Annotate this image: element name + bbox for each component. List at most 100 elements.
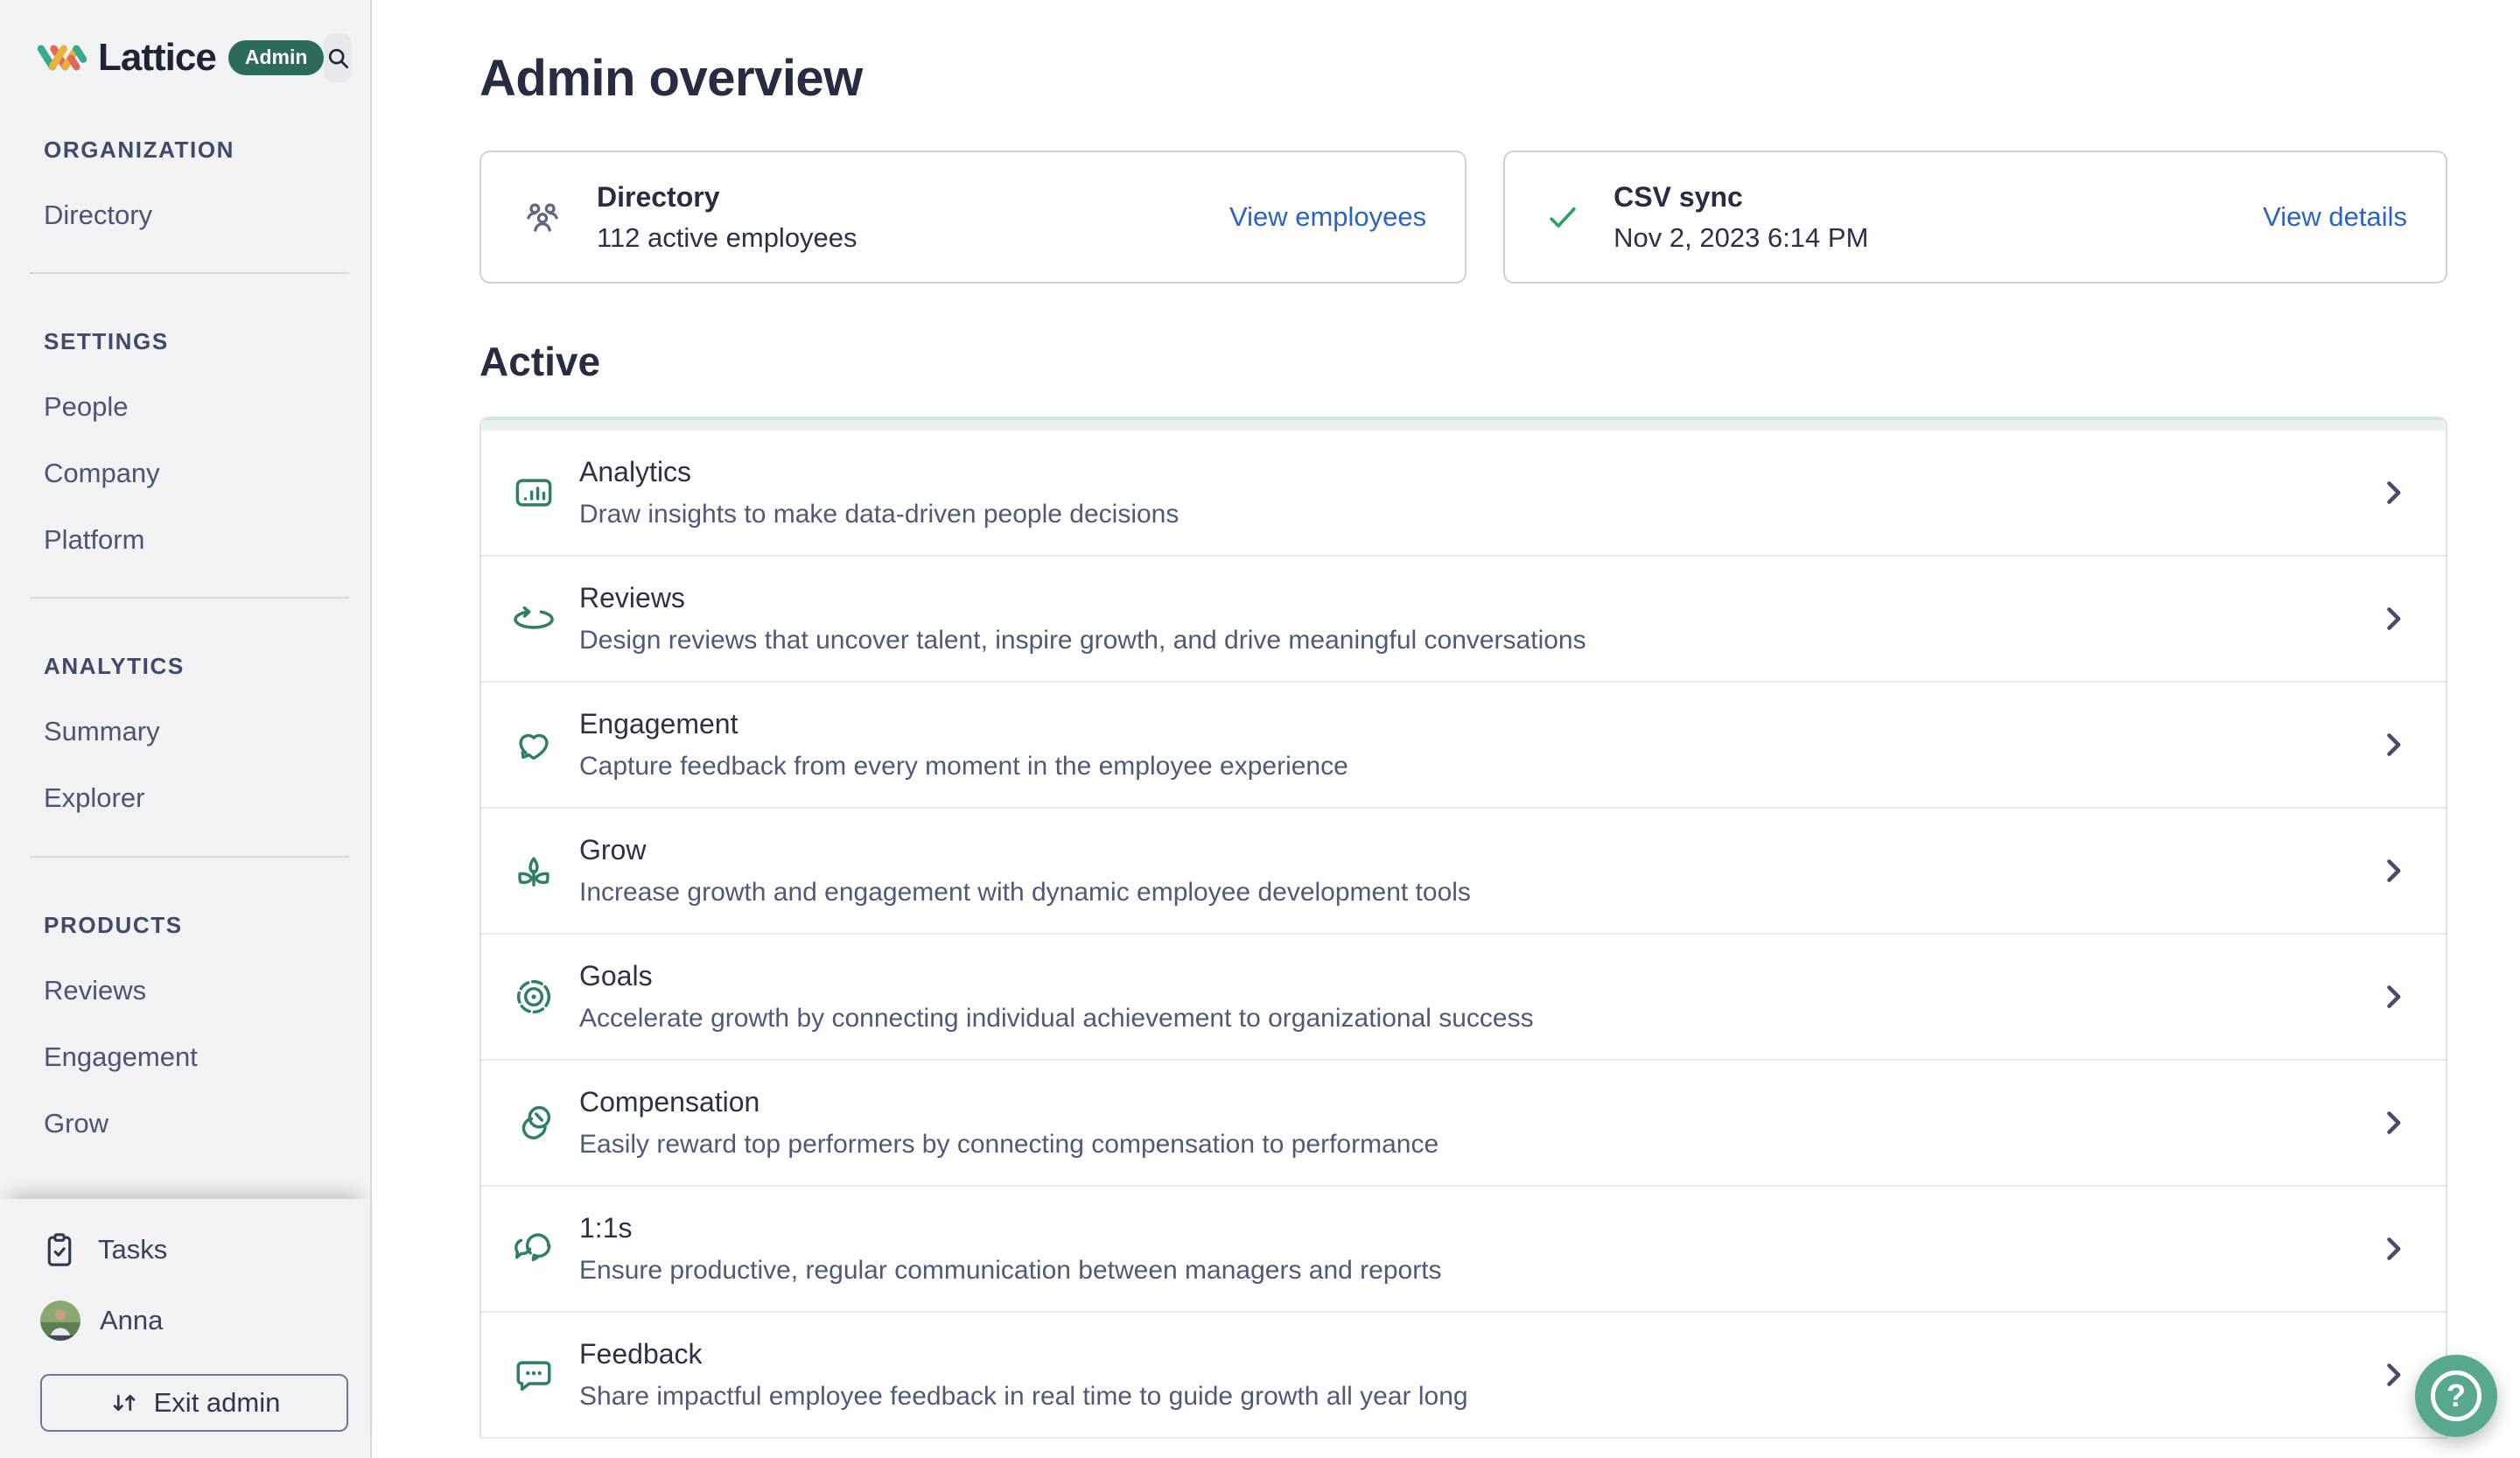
nav-header-analytics: ANALYTICS [44, 653, 185, 680]
sidebar-divider [30, 597, 349, 599]
nav-header-organization: ORGANIZATION [44, 137, 235, 163]
chat-bubbles-icon [511, 1226, 556, 1272]
chevron-right-icon [2376, 1231, 2411, 1266]
list-item-reviews[interactable]: Reviews Design reviews that uncover tale… [481, 557, 2446, 683]
list-accent-strip [481, 418, 2446, 431]
product-name: Analytics [579, 456, 692, 487]
sidebar-item-explorer[interactable]: Explorer [44, 782, 145, 814]
coins-icon [511, 1100, 556, 1146]
directory-card: Directory 112 active employees View empl… [480, 151, 1467, 284]
csv-card-text: CSV sync Nov 2, 2023 6:14 PM [1614, 181, 1868, 254]
sidebar-item-summary[interactable]: Summary [44, 716, 160, 747]
help-button[interactable]: ? [2415, 1355, 2497, 1437]
list-item-text: Engagement Capture feedback from every m… [579, 708, 1348, 782]
product-description: Accelerate growth by connecting individu… [579, 1004, 1534, 1033]
tasks-label: Tasks [98, 1234, 168, 1265]
search-button[interactable] [324, 33, 353, 82]
list-item-analytics[interactable]: Analytics Draw insights to make data-dri… [481, 431, 2446, 557]
active-products-list: Analytics Draw insights to make data-dri… [480, 417, 2447, 1439]
chevron-right-icon [2376, 979, 2411, 1014]
brand-name: Lattice [98, 36, 217, 79]
list-item-compensation[interactable]: Compensation Easily reward top performer… [481, 1061, 2446, 1187]
chevron-right-icon [2376, 853, 2411, 888]
sidebar-header: Lattice Admin [0, 0, 370, 82]
list-item-text: Analytics Draw insights to make data-dri… [579, 456, 1179, 529]
chevron-right-icon [2376, 475, 2411, 510]
csv-card-subtitle: Nov 2, 2023 6:14 PM [1614, 221, 1869, 253]
sidebar-item-engagement[interactable]: Engagement [44, 1041, 198, 1072]
page-title: Admin overview [480, 50, 863, 107]
clipboard-check-icon [40, 1230, 79, 1269]
heart-arrow-icon [511, 722, 556, 768]
product-name: Goals [579, 960, 653, 992]
product-description: Design reviews that uncover talent, insp… [579, 626, 1586, 655]
list-item-text: Compensation Easily reward top performer… [579, 1086, 1438, 1160]
comment-dots-icon [511, 1352, 556, 1398]
product-description: Share impactful employee feedback in rea… [579, 1382, 1468, 1411]
list-item-text: 1:1s Ensure productive, regular communic… [579, 1212, 1442, 1286]
chevron-right-icon [2376, 601, 2411, 636]
product-name: Grow [579, 834, 647, 866]
list-item-goals[interactable]: Goals Accelerate growth by connecting in… [481, 935, 2446, 1061]
search-icon [324, 44, 352, 72]
product-description: Capture feedback from every moment in th… [579, 752, 1348, 781]
cycle-arrow-icon [511, 596, 556, 641]
sidebar-nav: ORGANIZATION Directory SETTINGS People C… [0, 137, 370, 1139]
sidebar-item-reviews[interactable]: Reviews [44, 974, 147, 1006]
product-description: Increase growth and engagement with dyna… [579, 878, 1471, 907]
list-item-text: Grow Increase growth and engagement with… [579, 834, 1471, 908]
user-menu[interactable]: Anna [40, 1300, 339, 1341]
product-name: 1:1s [579, 1212, 633, 1244]
list-item-engagement[interactable]: Engagement Capture feedback from every m… [481, 683, 2446, 809]
main-content: Admin overview Directory 112 active empl… [374, 0, 2520, 1458]
summary-cards: Directory 112 active employees View empl… [480, 151, 2447, 284]
list-item-text: Reviews Design reviews that uncover tale… [579, 582, 1586, 655]
product-name: Reviews [579, 582, 685, 613]
view-employees-link[interactable]: View employees [1229, 201, 1427, 232]
sidebar-item-company[interactable]: Company [44, 458, 160, 489]
sidebar-item-grow[interactable]: Grow [44, 1107, 109, 1139]
list-item-one-on-ones[interactable]: 1:1s Ensure productive, regular communic… [481, 1187, 2446, 1313]
product-description: Ensure productive, regular communication… [579, 1256, 1442, 1285]
chevron-right-icon [2376, 727, 2411, 762]
directory-card-title: Directory [597, 180, 720, 213]
exit-admin-label: Exit admin [153, 1387, 281, 1418]
sidebar-divider [30, 272, 349, 275]
check-icon [1544, 198, 1582, 236]
directory-card-subtitle: 112 active employees [597, 221, 858, 253]
user-name: Anna [100, 1305, 164, 1335]
csv-sync-card: CSV sync Nov 2, 2023 6:14 PM View detail… [1503, 151, 2447, 284]
plant-icon [511, 848, 556, 894]
active-section-heading: Active [480, 339, 601, 384]
list-item-text: Feedback Share impactful employee feedba… [579, 1338, 1468, 1412]
list-item-text: Goals Accelerate growth by connecting in… [579, 960, 1534, 1034]
exit-admin-button[interactable]: Exit admin [40, 1374, 348, 1432]
sidebar-item-platform[interactable]: Platform [44, 524, 145, 556]
product-name: Engagement [579, 708, 738, 740]
list-item-grow[interactable]: Grow Increase growth and engagement with… [481, 809, 2446, 935]
list-item-feedback[interactable]: Feedback Share impactful employee feedba… [481, 1313, 2446, 1439]
view-details-link[interactable]: View details [2263, 201, 2407, 232]
nav-header-settings: SETTINGS [44, 328, 169, 355]
admin-badge: Admin [228, 40, 325, 75]
nav-header-products: PRODUCTS [44, 911, 183, 938]
chevron-right-icon [2376, 1105, 2411, 1140]
sidebar: Lattice Admin ORGANIZATION Directory SET… [0, 0, 372, 1458]
product-description: Easily reward top performers by connecti… [579, 1130, 1439, 1159]
sidebar-item-directory[interactable]: Directory [44, 200, 153, 230]
target-icon [511, 974, 556, 1020]
question-glyph: ? [2446, 1377, 2466, 1413]
sidebar-footer: Tasks Anna [0, 1199, 370, 1458]
avatar [40, 1300, 80, 1341]
tasks-item[interactable]: Tasks [40, 1230, 339, 1269]
people-group-icon [520, 194, 565, 240]
sidebar-item-people[interactable]: People [44, 391, 129, 423]
bar-chart-icon [511, 470, 556, 515]
lattice-logo-icon [35, 34, 89, 81]
directory-card-text: Directory 112 active employees [597, 181, 858, 254]
chevron-right-icon [2376, 1357, 2411, 1392]
product-description: Draw insights to make data-driven people… [579, 500, 1180, 529]
csv-card-title: CSV sync [1614, 180, 1743, 213]
product-name: Compensation [579, 1086, 760, 1118]
swap-arrows-icon [108, 1387, 140, 1419]
